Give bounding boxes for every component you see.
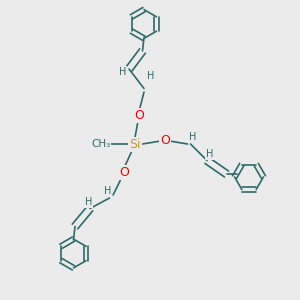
Text: H: H (189, 132, 197, 142)
Text: CH₃: CH₃ (91, 139, 110, 149)
Text: H: H (206, 149, 213, 159)
Text: H: H (104, 186, 112, 197)
Text: Si: Si (129, 137, 141, 151)
Text: O: O (160, 134, 170, 148)
Text: H: H (119, 67, 126, 77)
Text: O: O (120, 166, 129, 179)
Text: H: H (85, 197, 92, 207)
Text: H: H (147, 71, 154, 81)
Text: O: O (135, 109, 144, 122)
